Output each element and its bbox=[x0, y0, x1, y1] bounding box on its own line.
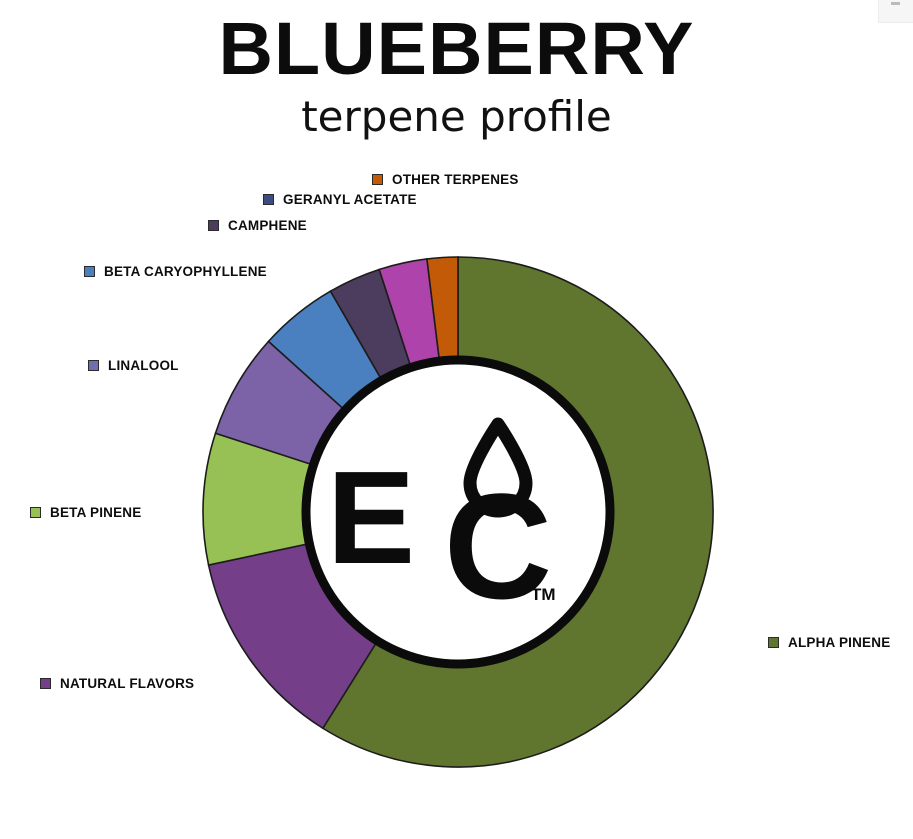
brand-logo: E C TM bbox=[327, 417, 556, 630]
donut-center-hole bbox=[301, 355, 615, 669]
legend-item[interactable]: ALPHA PINENE bbox=[768, 635, 890, 650]
logo-letter-c: C bbox=[444, 462, 552, 630]
legend-swatch bbox=[372, 174, 383, 185]
legend-item[interactable]: LINALOOL bbox=[88, 358, 179, 373]
legend-item[interactable]: BETA PINENE bbox=[30, 505, 141, 520]
legend-swatch bbox=[208, 220, 219, 231]
corner-artifact bbox=[878, 0, 913, 23]
legend-item[interactable]: CAMPHENE bbox=[208, 218, 307, 233]
trademark-symbol: TM bbox=[531, 585, 556, 604]
legend-item-label: BETA PINENE bbox=[50, 505, 142, 520]
droplet-icon bbox=[463, 417, 533, 518]
legend-swatch bbox=[84, 266, 95, 277]
legend-swatch bbox=[263, 194, 274, 205]
legend-item[interactable]: OTHER TERPENES bbox=[372, 172, 519, 187]
legend-item-label: CAMPHENE bbox=[228, 218, 307, 233]
logo-letter-e: E bbox=[327, 444, 415, 591]
legend-item-label: NATURAL FLAVORS bbox=[60, 676, 195, 691]
legend-item[interactable]: GERANYL ACETATE bbox=[263, 192, 417, 207]
legend-swatch bbox=[768, 637, 779, 648]
legend-item-label: BETA CARYOPHYLLENE bbox=[104, 264, 267, 279]
legend-swatch bbox=[88, 360, 99, 371]
corner-artifact-mark bbox=[891, 2, 900, 5]
legend-item[interactable]: NATURAL FLAVORS bbox=[40, 676, 194, 691]
legend-item-label: ALPHA PINENE bbox=[788, 635, 891, 650]
legend-item-label: OTHER TERPENES bbox=[392, 172, 519, 187]
legend-swatch bbox=[30, 507, 41, 518]
legend-item-label: GERANYL ACETATE bbox=[283, 192, 417, 207]
legend-swatch bbox=[40, 678, 51, 689]
legend-item[interactable]: BETA CARYOPHYLLENE bbox=[84, 264, 267, 279]
legend-item-label: LINALOOL bbox=[108, 358, 179, 373]
